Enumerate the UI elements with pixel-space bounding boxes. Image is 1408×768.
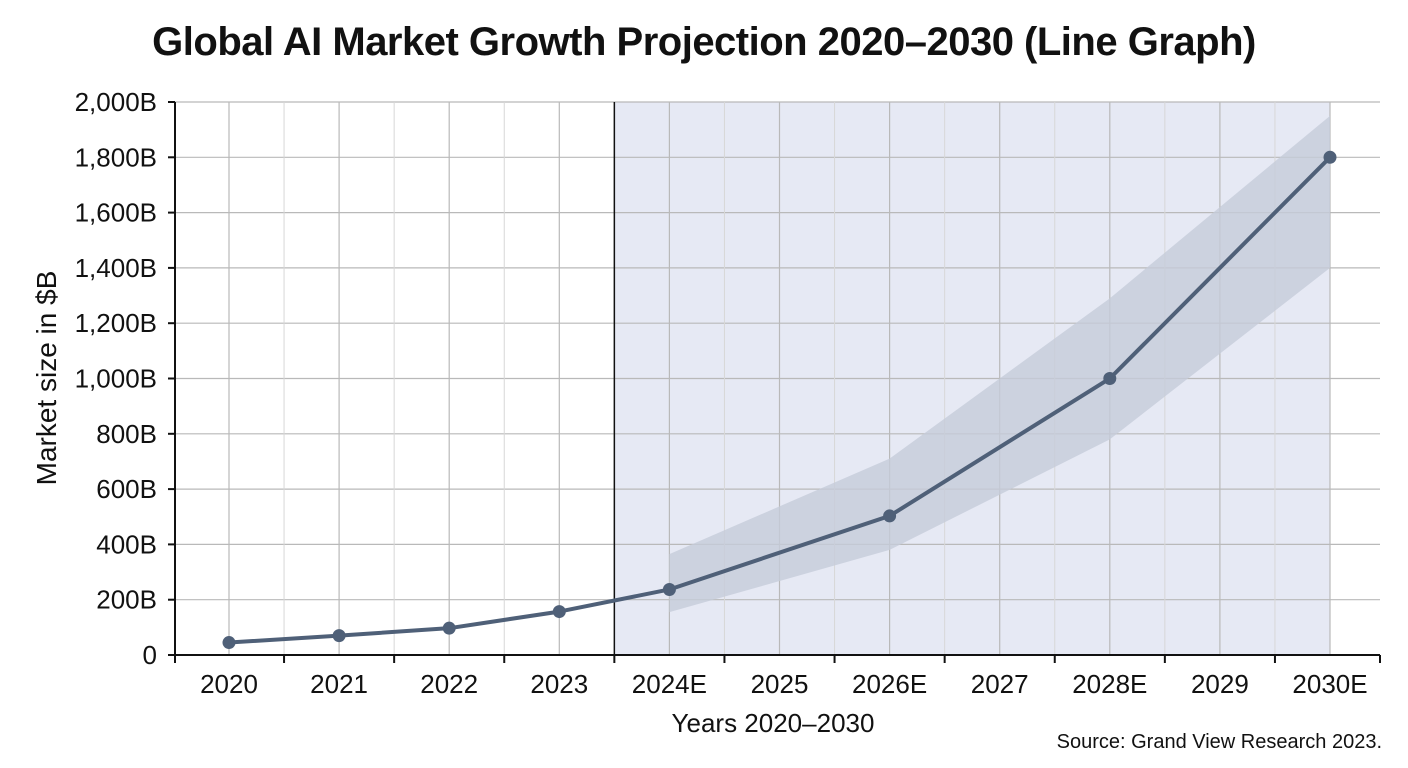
- y-tick-label: 2,000B: [75, 87, 157, 117]
- x-tick-label: 2030E: [1292, 669, 1367, 699]
- y-tick-label: 1,400B: [75, 253, 157, 283]
- y-tick-label: 1,600B: [75, 198, 157, 228]
- x-tick-label: 2023: [530, 669, 588, 699]
- tick-labels: 0 200B 400B 600B 800B 1,000B 1,200B 1,400B 1,600…: [75, 87, 1368, 699]
- y-tick-label: 1,200B: [75, 308, 157, 338]
- uncertainty-band: [669, 115, 1330, 613]
- y-tick-label: 800B: [96, 419, 157, 449]
- data-point: [662, 582, 676, 596]
- x-tick-label: 2025: [751, 669, 809, 699]
- y-tick-label: 0: [143, 640, 157, 670]
- chart-title: Global AI Market Growth Projection 2020–…: [152, 20, 1256, 64]
- data-point: [332, 629, 346, 643]
- axes: [168, 101, 1381, 663]
- data-point: [1323, 150, 1337, 164]
- y-tick-label: 600B: [96, 474, 157, 504]
- x-axis-label: Years 2020–2030: [672, 708, 875, 738]
- data-points: [222, 150, 1337, 650]
- data-point: [552, 605, 566, 619]
- y-tick-label: 400B: [96, 529, 157, 559]
- source-note: Source: Grand View Research 2023.: [1056, 731, 1382, 753]
- x-tick-label: 2024E: [632, 669, 707, 699]
- y-tick-label: 1,000B: [75, 364, 157, 394]
- x-tick-label: 2020: [200, 669, 258, 699]
- x-tick-label: 2021: [310, 669, 368, 699]
- uncertainty-band-area: [669, 115, 1330, 613]
- x-tick-label: 2029: [1191, 669, 1249, 699]
- data-point: [442, 621, 456, 635]
- series-line-path: [227, 155, 1332, 645]
- y-axis-label: Market size in $B: [31, 271, 62, 486]
- x-tick-label: 2026E: [852, 669, 927, 699]
- data-point: [222, 636, 236, 650]
- series-line: [227, 155, 1332, 645]
- x-tick-label: 2028E: [1072, 669, 1147, 699]
- data-point: [883, 509, 897, 523]
- x-tick-label: 2022: [420, 669, 478, 699]
- x-tick-label: 2027: [971, 669, 1029, 699]
- data-point: [1103, 372, 1117, 385]
- y-tick-label: 200B: [96, 585, 157, 615]
- y-tick-label: 1,800B: [75, 142, 157, 172]
